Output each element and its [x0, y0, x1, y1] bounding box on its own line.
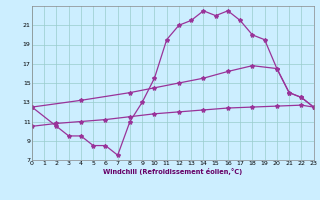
X-axis label: Windchill (Refroidissement éolien,°C): Windchill (Refroidissement éolien,°C) — [103, 168, 243, 175]
